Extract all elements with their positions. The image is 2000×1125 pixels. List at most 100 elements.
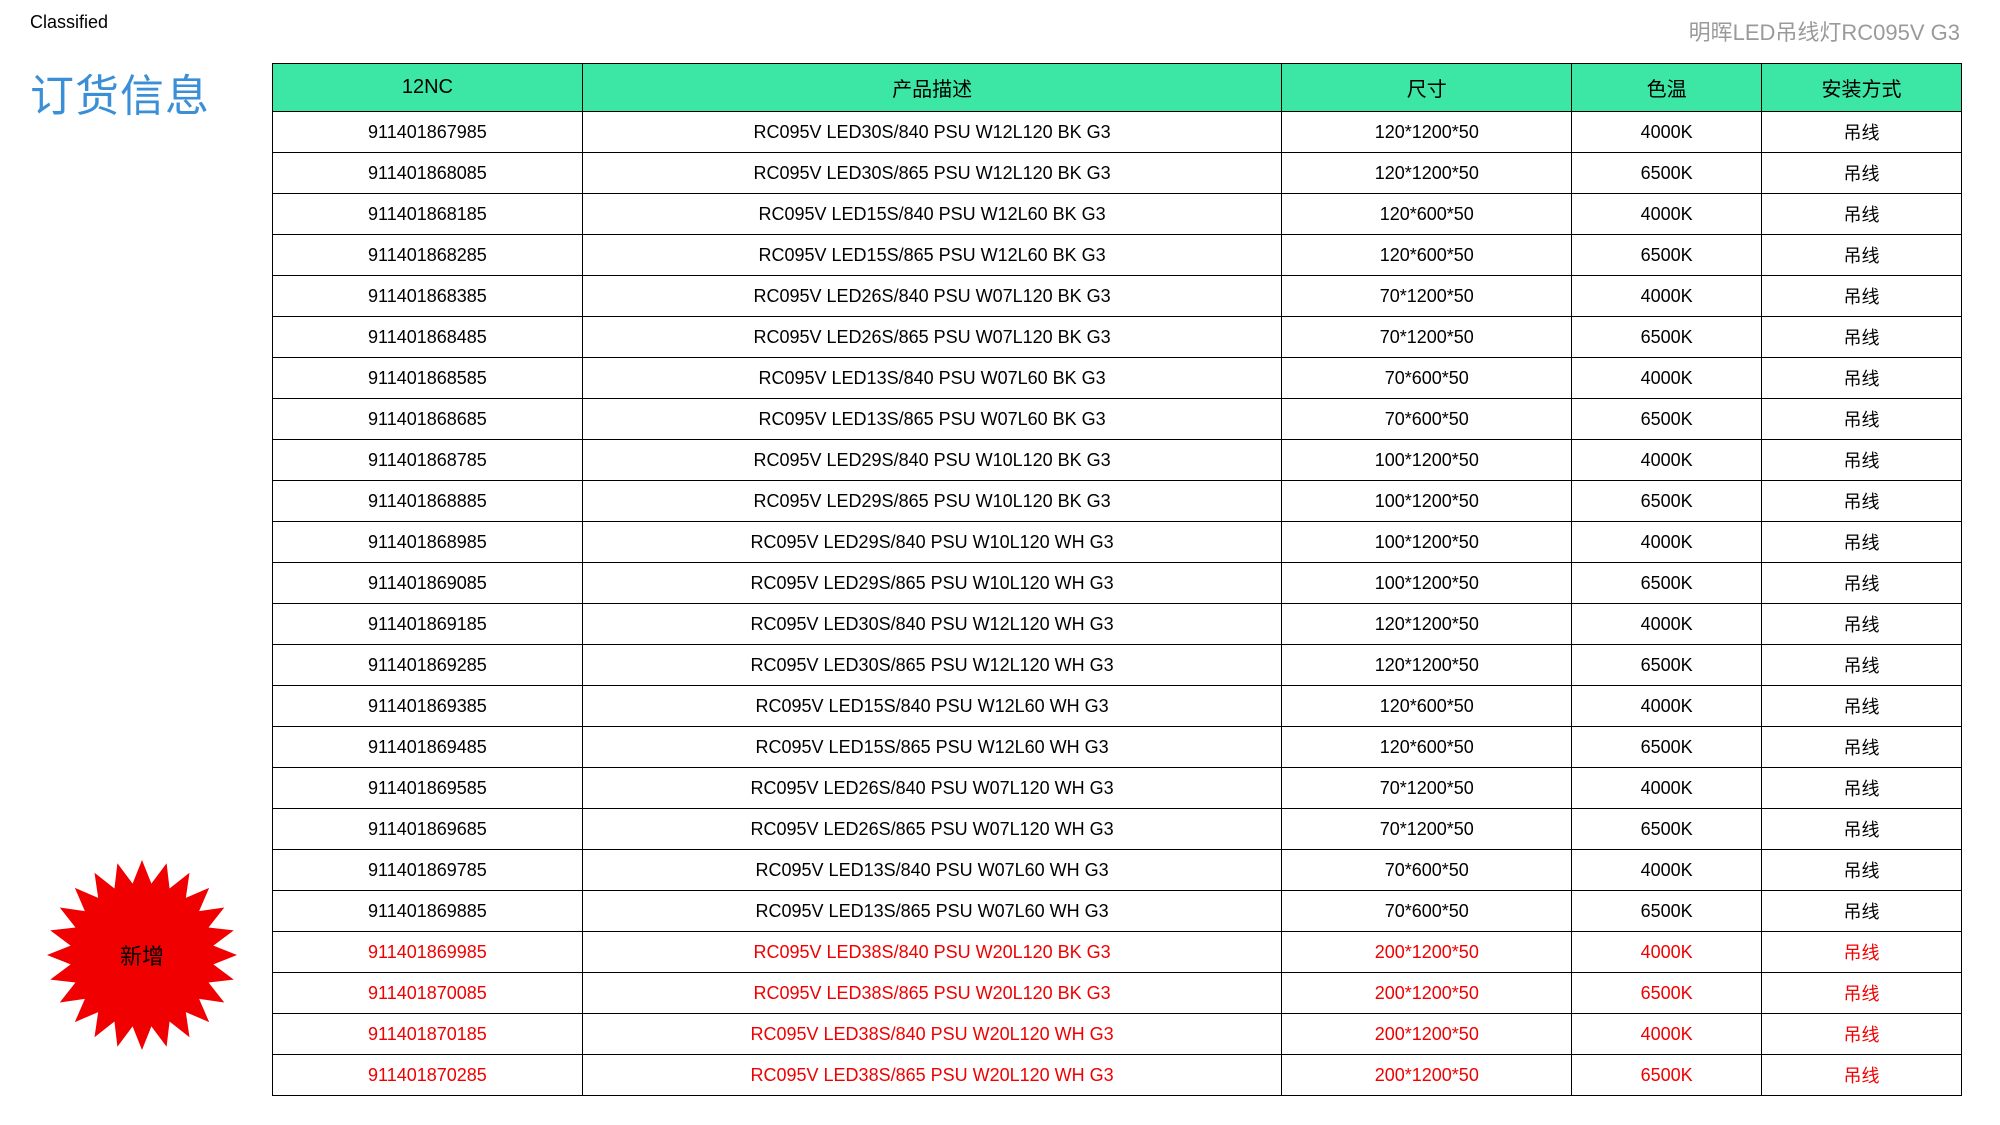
table-cell: 120*600*50 [1282, 194, 1572, 235]
table-cell: 911401868985 [273, 522, 583, 563]
table-cell: 6500K [1572, 153, 1762, 194]
table-row: 911401869485RC095V LED15S/865 PSU W12L60… [273, 727, 1962, 768]
table-cell: RC095V LED30S/865 PSU W12L120 BK G3 [582, 153, 1282, 194]
table-row: 911401869285RC095V LED30S/865 PSU W12L12… [273, 645, 1962, 686]
table-cell: 100*1200*50 [1282, 440, 1572, 481]
table-cell: 吊线 [1762, 1055, 1962, 1096]
table-cell: 911401869085 [273, 563, 583, 604]
table-cell: 吊线 [1762, 932, 1962, 973]
table-cell: 吊线 [1762, 686, 1962, 727]
table-cell: 100*1200*50 [1282, 522, 1572, 563]
table-row: 911401869085RC095V LED29S/865 PSU W10L12… [273, 563, 1962, 604]
table-cell: 4000K [1572, 194, 1762, 235]
table-cell: 6500K [1572, 645, 1762, 686]
table-cell: RC095V LED15S/865 PSU W12L60 WH G3 [582, 727, 1282, 768]
table-header-cell: 尺寸 [1282, 64, 1572, 112]
table-cell: RC095V LED30S/840 PSU W12L120 WH G3 [582, 604, 1282, 645]
table-header-cell: 产品描述 [582, 64, 1282, 112]
table-cell: 6500K [1572, 973, 1762, 1014]
table-cell: 吊线 [1762, 481, 1962, 522]
table-cell: 吊线 [1762, 563, 1962, 604]
table-cell: 4000K [1572, 276, 1762, 317]
table-cell: 70*600*50 [1282, 399, 1572, 440]
table-cell: RC095V LED15S/840 PSU W12L60 WH G3 [582, 686, 1282, 727]
table-cell: 4000K [1572, 1014, 1762, 1055]
product-header: 明晖LED吊线灯RC095V G3 [1689, 15, 1960, 47]
table-header-cell: 色温 [1572, 64, 1762, 112]
table-cell: 70*600*50 [1282, 850, 1572, 891]
table-cell: 911401868685 [273, 399, 583, 440]
table-cell: 吊线 [1762, 768, 1962, 809]
table-cell: 911401869685 [273, 809, 583, 850]
table-row: 911401868285RC095V LED15S/865 PSU W12L60… [273, 235, 1962, 276]
table-cell: 6500K [1572, 399, 1762, 440]
table-cell: 70*1200*50 [1282, 276, 1572, 317]
table-cell: 吊线 [1762, 645, 1962, 686]
starburst-label: 新增 [120, 939, 164, 971]
table-row: 911401869785RC095V LED13S/840 PSU W07L60… [273, 850, 1962, 891]
table-cell: 911401868785 [273, 440, 583, 481]
table-cell: 911401868885 [273, 481, 583, 522]
table-cell: 6500K [1572, 235, 1762, 276]
table-cell: 120*1200*50 [1282, 153, 1572, 194]
table-cell: 6500K [1572, 481, 1762, 522]
table-cell: RC095V LED38S/865 PSU W20L120 WH G3 [582, 1055, 1282, 1096]
table-cell: RC095V LED30S/865 PSU W12L120 WH G3 [582, 645, 1282, 686]
table-cell: 6500K [1572, 809, 1762, 850]
table-cell: 911401869185 [273, 604, 583, 645]
table-cell: 吊线 [1762, 850, 1962, 891]
table-cell: RC095V LED29S/840 PSU W10L120 BK G3 [582, 440, 1282, 481]
table-header-cell: 安装方式 [1762, 64, 1962, 112]
table-cell: 4000K [1572, 768, 1762, 809]
table-head: 12NC产品描述尺寸色温安装方式 [273, 64, 1962, 112]
table-cell: RC095V LED26S/865 PSU W07L120 BK G3 [582, 317, 1282, 358]
table-cell: 4000K [1572, 686, 1762, 727]
table-row: 911401869985RC095V LED38S/840 PSU W20L12… [273, 932, 1962, 973]
table-row: 911401870085RC095V LED38S/865 PSU W20L12… [273, 973, 1962, 1014]
table-cell: 吊线 [1762, 440, 1962, 481]
table-cell: RC095V LED13S/865 PSU W07L60 BK G3 [582, 399, 1282, 440]
table-cell: 70*1200*50 [1282, 809, 1572, 850]
table-cell: 911401867985 [273, 112, 583, 153]
table-cell: 吊线 [1762, 358, 1962, 399]
table-cell: RC095V LED29S/840 PSU W10L120 WH G3 [582, 522, 1282, 563]
table-cell: 吊线 [1762, 891, 1962, 932]
table-cell: 6500K [1572, 891, 1762, 932]
table-cell: 吊线 [1762, 112, 1962, 153]
table-cell: 6500K [1572, 1055, 1762, 1096]
ordering-table: 12NC产品描述尺寸色温安装方式 911401867985RC095V LED3… [272, 63, 1962, 1096]
table-cell: RC095V LED30S/840 PSU W12L120 BK G3 [582, 112, 1282, 153]
table-cell: 6500K [1572, 727, 1762, 768]
table-cell: 200*1200*50 [1282, 973, 1572, 1014]
starburst-badge: 新增 [42, 855, 242, 1055]
table-row: 911401868685RC095V LED13S/865 PSU W07L60… [273, 399, 1962, 440]
table-cell: 4000K [1572, 850, 1762, 891]
table-cell: 吊线 [1762, 604, 1962, 645]
table-cell: 120*1200*50 [1282, 604, 1572, 645]
table-cell: 吊线 [1762, 235, 1962, 276]
table-cell: 120*1200*50 [1282, 112, 1572, 153]
table-cell: 吊线 [1762, 973, 1962, 1014]
table-cell: 911401869585 [273, 768, 583, 809]
table-cell: 911401869785 [273, 850, 583, 891]
table-cell: 100*1200*50 [1282, 481, 1572, 522]
table-cell: 6500K [1572, 317, 1762, 358]
table-cell: RC095V LED38S/865 PSU W20L120 BK G3 [582, 973, 1282, 1014]
table-cell: RC095V LED13S/840 PSU W07L60 WH G3 [582, 850, 1282, 891]
table-cell: RC095V LED29S/865 PSU W10L120 WH G3 [582, 563, 1282, 604]
table-cell: 200*1200*50 [1282, 932, 1572, 973]
table-cell: 911401868185 [273, 194, 583, 235]
table-cell: 911401869385 [273, 686, 583, 727]
table-row: 911401869585RC095V LED26S/840 PSU W07L12… [273, 768, 1962, 809]
table-cell: 4000K [1572, 932, 1762, 973]
table-cell: 911401869485 [273, 727, 583, 768]
table-row: 911401867985RC095V LED30S/840 PSU W12L12… [273, 112, 1962, 153]
table-row: 911401868785RC095V LED29S/840 PSU W10L12… [273, 440, 1962, 481]
table-cell: 911401870085 [273, 973, 583, 1014]
table-cell: RC095V LED15S/865 PSU W12L60 BK G3 [582, 235, 1282, 276]
table-cell: 吊线 [1762, 276, 1962, 317]
table-cell: RC095V LED15S/840 PSU W12L60 BK G3 [582, 194, 1282, 235]
table-cell: 911401868485 [273, 317, 583, 358]
table-row: 911401868585RC095V LED13S/840 PSU W07L60… [273, 358, 1962, 399]
table-cell: 120*600*50 [1282, 235, 1572, 276]
